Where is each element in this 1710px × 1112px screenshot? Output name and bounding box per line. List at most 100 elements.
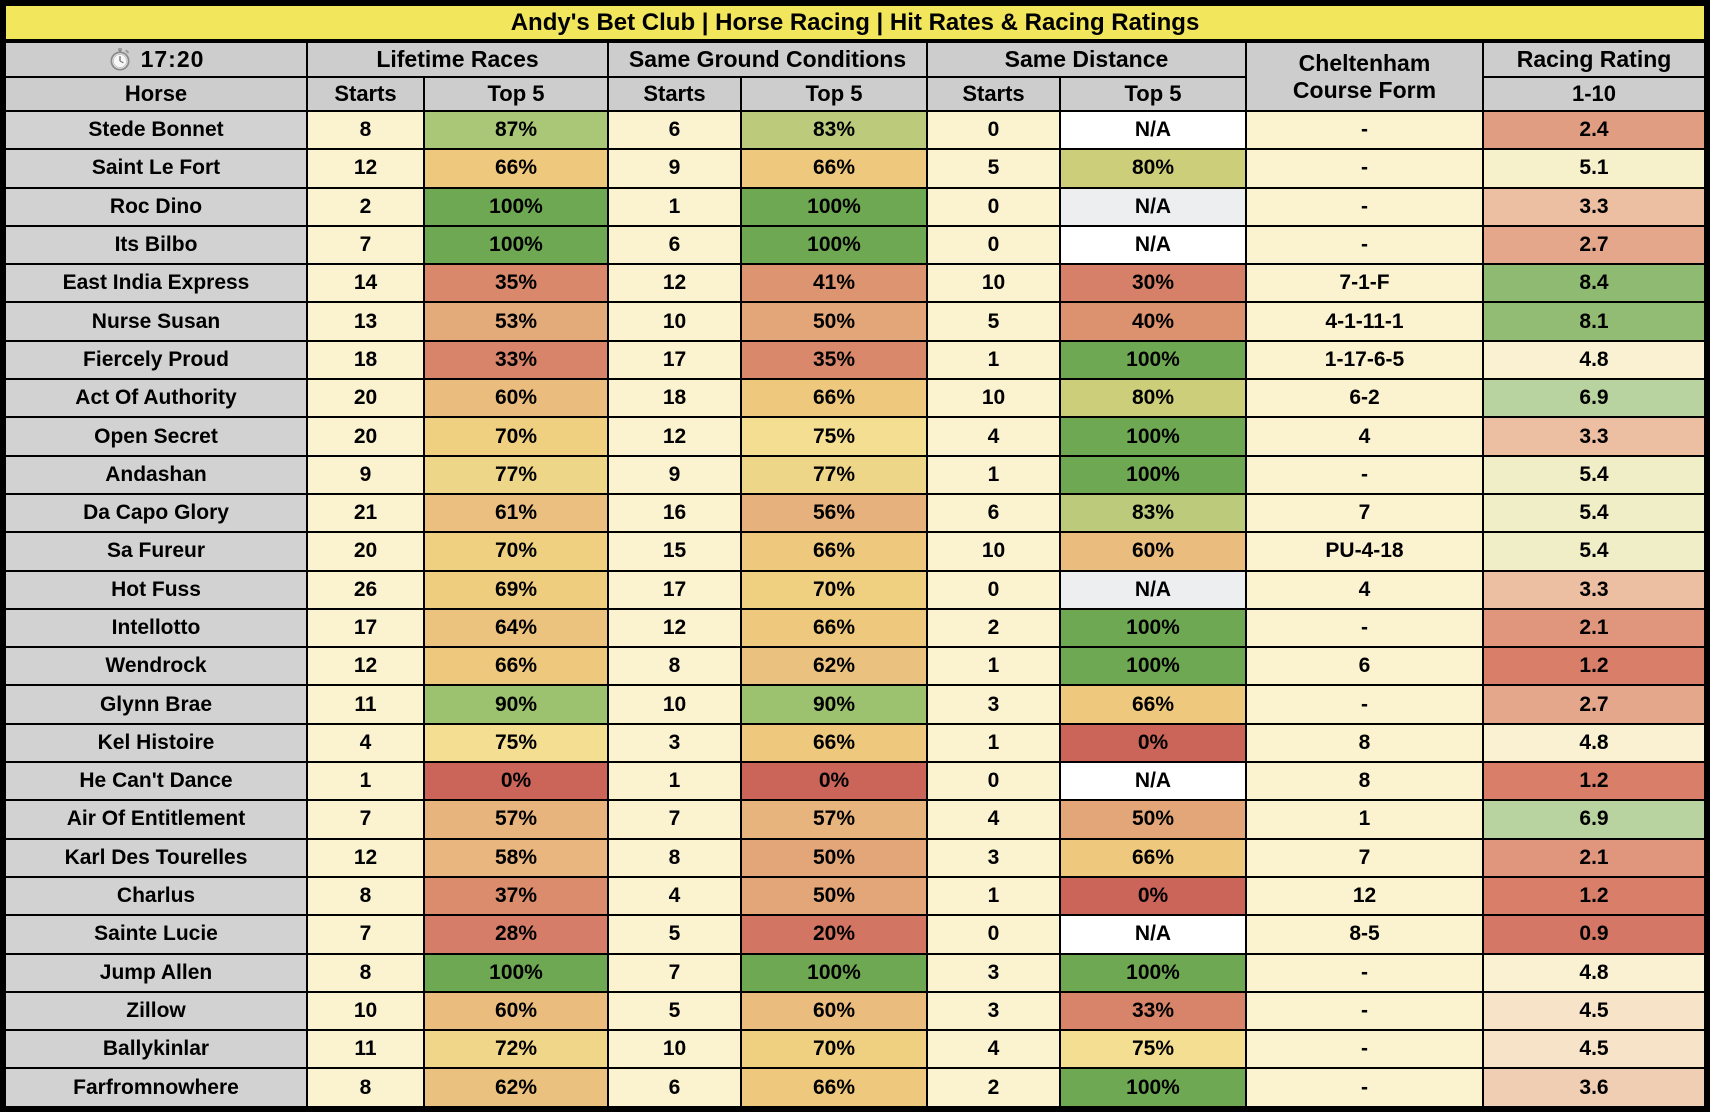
- ground-starts-cell: 10: [607, 301, 742, 342]
- header-group-row: 17:20 Lifetime Races Same Ground Conditi…: [4, 40, 1707, 112]
- header-same-ground: Same Ground Conditions: [607, 40, 928, 78]
- table-row: Stede Bonnet 8 87% 6 83% 0 N/A -2.4: [4, 109, 1707, 151]
- distance-starts-cell: 0: [926, 109, 1061, 151]
- course-form-cell: 6-2: [1245, 378, 1484, 419]
- lifetime-starts-cell: 7: [306, 799, 425, 840]
- racing-rating-cell: 4.8: [1481, 339, 1707, 381]
- table-row: Its Bilbo 7 100% 6 100% 0 N/A -2.7: [4, 224, 1707, 266]
- table-row: East India Express 14 35% 12 41% 10 30% 7-1-F 8.…: [4, 263, 1707, 304]
- lifetime-starts-cell: 8: [306, 952, 425, 993]
- horse-name-cell: Stede Bonnet: [4, 109, 308, 151]
- distance-starts-cell: 0: [926, 761, 1061, 802]
- ground-top5-cell: 50%: [740, 301, 928, 342]
- table-row: Act Of Authority 20 60% 18 66% 10 80% 6-2 6.9: [4, 378, 1707, 419]
- table-row: Hot Fuss 26 69% 17 70% 0 N/A 4 3.3: [4, 569, 1707, 610]
- racing-rating-cell: 1.2: [1481, 646, 1707, 687]
- header-ground-starts: Starts: [607, 76, 742, 112]
- lifetime-starts-cell: 18: [306, 339, 425, 381]
- lifetime-top5-cell: 57%: [423, 799, 609, 840]
- horse-name-cell: Da Capo Glory: [4, 492, 308, 534]
- table-row: Roc Dino 2 100% 1 100% 0 N/A -3.3: [4, 186, 1707, 227]
- ground-starts-cell: 16: [607, 492, 742, 534]
- horse-name-cell: East India Express: [4, 263, 308, 304]
- distance-top5-cell: 80%: [1059, 148, 1247, 189]
- ground-starts-cell: 5: [607, 990, 742, 1032]
- lifetime-starts-cell: 14: [306, 263, 425, 304]
- lifetime-starts-cell: 11: [306, 1029, 425, 1070]
- distance-starts-cell: 1: [926, 454, 1061, 495]
- lifetime-starts-cell: 20: [306, 531, 425, 572]
- lifetime-top5-cell: 100%: [423, 224, 609, 266]
- header-rating-scale: 1-10: [1481, 76, 1707, 112]
- distance-starts-cell: 10: [926, 378, 1061, 419]
- horse-name-cell: Intellotto: [4, 607, 308, 649]
- distance-starts-cell: 10: [926, 263, 1061, 304]
- header-lifetime-top5: Top 5: [423, 76, 609, 112]
- course-form-cell: 4: [1245, 416, 1484, 457]
- race-time: 17:20: [140, 46, 205, 72]
- table-row: Open Secret 20 70% 12 75% 4 100% 4 3.3: [4, 416, 1707, 457]
- distance-starts-cell: 2: [926, 607, 1061, 649]
- ground-starts-cell: 1: [607, 761, 742, 802]
- horse-name-cell: Nurse Susan: [4, 301, 308, 342]
- horse-name-cell: Sa Fureur: [4, 531, 308, 572]
- distance-starts-cell: 2: [926, 1067, 1061, 1108]
- table-row: Wendrock 12 66% 8 62% 1 100% 6 1.2: [4, 646, 1707, 687]
- lifetime-starts-cell: 4: [306, 722, 425, 764]
- lifetime-starts-cell: 7: [306, 914, 425, 955]
- ground-starts-cell: 10: [607, 684, 742, 725]
- ground-top5-cell: 60%: [740, 990, 928, 1032]
- racing-rating-cell: 8.1: [1481, 301, 1707, 342]
- distance-top5-cell: 100%: [1059, 607, 1247, 649]
- course-form-cell: 8: [1245, 722, 1484, 764]
- horse-name-cell: Air Of Entitlement: [4, 799, 308, 840]
- horse-name-cell: Wendrock: [4, 646, 308, 687]
- title-row: Andy's Bet Club | Horse Racing | Hit Rat…: [3, 4, 1707, 43]
- table-row: Nurse Susan 13 53% 10 50% 5 40% 4-1-11-1 8.1: [4, 301, 1707, 342]
- distance-top5-cell: 100%: [1059, 339, 1247, 381]
- table-row: Charlus 8 37% 4 50% 1 0% 12 1.2: [4, 875, 1707, 917]
- racing-rating-cell: 5.4: [1481, 492, 1707, 534]
- horse-name-cell: Hot Fuss: [4, 569, 308, 610]
- lifetime-top5-cell: 66%: [423, 646, 609, 687]
- course-form-cell: 6: [1245, 646, 1484, 687]
- ground-top5-cell: 66%: [740, 531, 928, 572]
- distance-top5-cell: 80%: [1059, 378, 1247, 419]
- horse-name-cell: Charlus: [4, 875, 308, 917]
- lifetime-top5-cell: 87%: [423, 109, 609, 151]
- ground-top5-cell: 100%: [740, 952, 928, 993]
- header-same-distance: Same Distance: [926, 40, 1247, 78]
- distance-starts-cell: 3: [926, 837, 1061, 878]
- course-form-cell: 7: [1245, 492, 1484, 534]
- lifetime-starts-cell: 1: [306, 761, 425, 802]
- lifetime-starts-cell: 2: [306, 186, 425, 227]
- distance-top5-cell: 100%: [1059, 952, 1247, 993]
- hit-rates-table: Andy's Bet Club | Horse Racing | Hit Rat…: [3, 4, 1707, 1108]
- distance-starts-cell: 1: [926, 875, 1061, 917]
- table-row: Ballykinlar 11 72% 10 70% 4 75% -4.5: [4, 1029, 1707, 1070]
- header-lifetime-starts: Starts: [306, 76, 425, 112]
- page-title: Andy's Bet Club | Horse Racing | Hit Rat…: [3, 4, 1707, 43]
- ground-top5-cell: 66%: [740, 378, 928, 419]
- table-row: Sa Fureur 20 70% 15 66% 10 60% PU-4-18 5.4: [4, 531, 1707, 572]
- lifetime-top5-cell: 69%: [423, 569, 609, 610]
- horse-name-cell: Farfromnowhere: [4, 1067, 308, 1108]
- racing-rating-cell: 1.2: [1481, 875, 1707, 917]
- header-course-form: Cheltenham Course Form: [1245, 40, 1484, 112]
- racing-rating-cell: 3.3: [1481, 186, 1707, 227]
- ground-starts-cell: 6: [607, 1067, 742, 1108]
- ground-top5-cell: 41%: [740, 263, 928, 304]
- distance-top5-cell: 83%: [1059, 492, 1247, 534]
- lifetime-top5-cell: 58%: [423, 837, 609, 878]
- ground-top5-cell: 56%: [740, 492, 928, 534]
- ground-top5-cell: 62%: [740, 646, 928, 687]
- distance-starts-cell: 3: [926, 952, 1061, 993]
- ground-top5-cell: 100%: [740, 186, 928, 227]
- ground-top5-cell: 77%: [740, 454, 928, 495]
- distance-starts-cell: 0: [926, 914, 1061, 955]
- course-form-cell: -: [1245, 186, 1484, 227]
- ground-starts-cell: 10: [607, 1029, 742, 1070]
- distance-top5-cell: N/A: [1059, 186, 1247, 227]
- horse-name-cell: Glynn Brae: [4, 684, 308, 725]
